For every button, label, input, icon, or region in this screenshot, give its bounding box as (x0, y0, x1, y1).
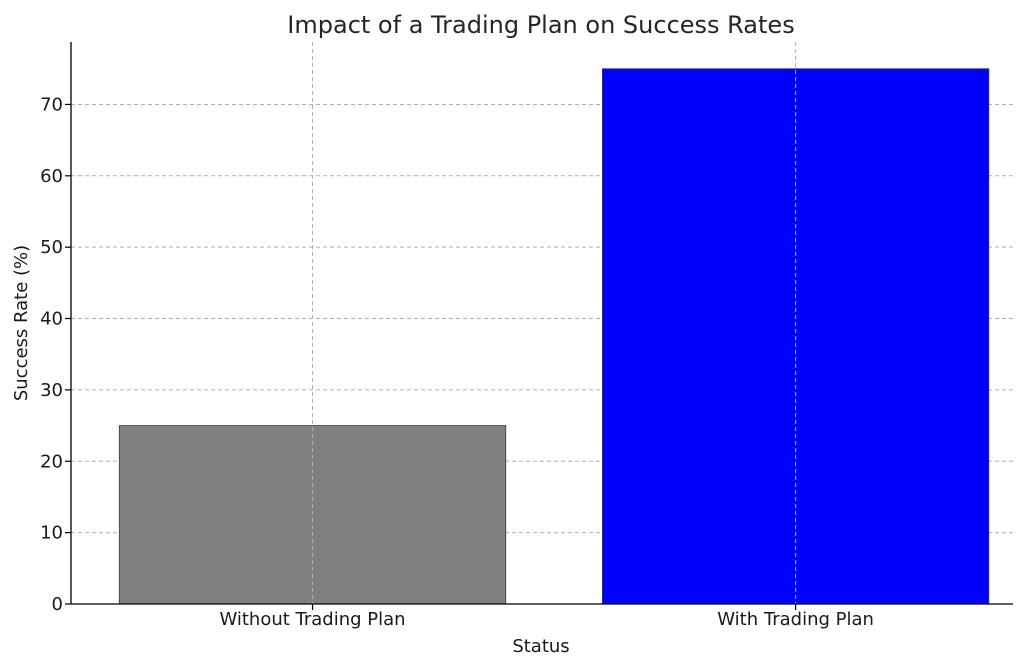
y-tick-label: 0 (52, 594, 63, 615)
y-tick-label: 60 (40, 166, 63, 187)
y-tick-label: 20 (40, 451, 63, 472)
x-ticks: Without Trading Plan With Trading Plan (219, 604, 874, 630)
x-tick-label: Without Trading Plan (219, 609, 405, 630)
y-tick-label: 70 (40, 94, 63, 115)
y-tick-label: 30 (40, 380, 63, 401)
vertical-grid (312, 42, 797, 604)
y-tick-label: 50 (40, 237, 63, 258)
x-tick-label: With Trading Plan (717, 609, 874, 630)
bars (118, 68, 990, 605)
y-ticks: 0 10 20 30 40 50 60 70 (40, 94, 71, 615)
y-tick-label: 10 (40, 523, 63, 544)
axes (70, 42, 1013, 605)
y-tick-label: 40 (40, 309, 63, 330)
x-axis-label: Status (512, 636, 569, 657)
y-axis-label: Success Rate (%) (11, 245, 32, 401)
chart-title: Impact of a Trading Plan on Success Rate… (287, 11, 794, 39)
